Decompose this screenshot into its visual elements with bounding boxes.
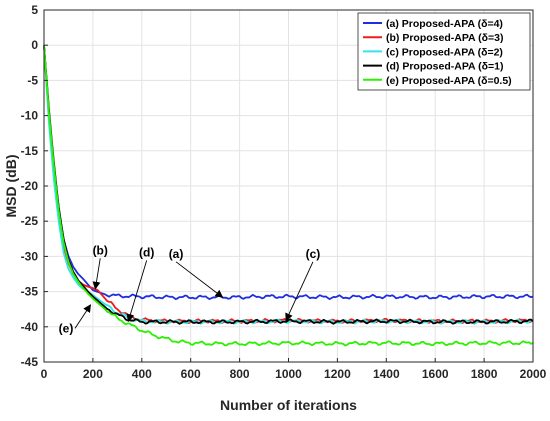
legend-box <box>357 12 531 91</box>
x-tick-label: 1800 <box>471 367 498 381</box>
y-axis-label: MSD (dB) <box>3 155 19 218</box>
annotation-arrow <box>126 260 148 323</box>
x-tick-label: 1400 <box>373 367 400 381</box>
legend: (a) Proposed-APA (δ=4) (b) Proposed-APA (… <box>357 12 531 91</box>
y-tick-label: -20 <box>21 179 39 193</box>
series-line-4 <box>43 45 534 325</box>
y-tick-label: -15 <box>21 144 39 158</box>
y-tick-label: -45 <box>21 355 39 369</box>
y-tick-label: -30 <box>21 249 39 263</box>
series-line-1 <box>43 45 534 301</box>
x-tick-label: 400 <box>132 367 152 381</box>
series-line-5 <box>43 45 534 347</box>
y-tick-label: -25 <box>21 214 39 228</box>
legend-label: (b) Proposed-APA (δ=3) <box>386 32 504 44</box>
y-tick-label: -10 <box>21 109 39 123</box>
y-tick-label: -35 <box>21 285 39 299</box>
x-tick-label: 1000 <box>275 367 302 381</box>
x-tick-label: 800 <box>230 367 250 381</box>
legend-label: (c) Proposed-APA (δ=2) <box>386 46 503 58</box>
annotation-label: (e) <box>59 321 74 335</box>
y-tick-label: -40 <box>21 320 39 334</box>
x-tick-label: 1600 <box>422 367 449 381</box>
x-tick-label: 1200 <box>324 367 351 381</box>
annotation-label: (c) <box>306 247 321 261</box>
y-tick-label: -5 <box>27 73 38 87</box>
legend-label: (e) Proposed-APA (δ=0.5) <box>386 75 512 87</box>
x-tick-label: 2000 <box>520 367 547 381</box>
annotation-arrow <box>92 258 101 290</box>
x-axis-label: Number of iterations <box>220 397 357 413</box>
y-tick-label: 0 <box>31 38 38 52</box>
annotation-arrow <box>74 304 92 329</box>
annotations: (a) (b) (c) (d) (e) <box>59 243 321 335</box>
annotation-arrow <box>175 261 224 298</box>
tick-labels: 0 200 400 600 800 1000 1200 1400 1600 1800 200050-… <box>21 3 547 381</box>
x-tick-label: 200 <box>83 367 103 381</box>
x-tick-label: 0 <box>41 367 48 381</box>
legend-label: (a) Proposed-APA (δ=4) <box>386 18 503 30</box>
annotation-arrow <box>285 261 314 322</box>
annotation-label: (d) <box>139 245 154 259</box>
annotation-label: (a) <box>169 247 184 261</box>
series-lines <box>43 45 534 347</box>
annotation-label: (b) <box>93 243 108 257</box>
legend-label: (d) Proposed-APA (δ=1) <box>386 61 504 73</box>
x-tick-label: 600 <box>181 367 201 381</box>
y-tick-label: 5 <box>31 3 38 17</box>
